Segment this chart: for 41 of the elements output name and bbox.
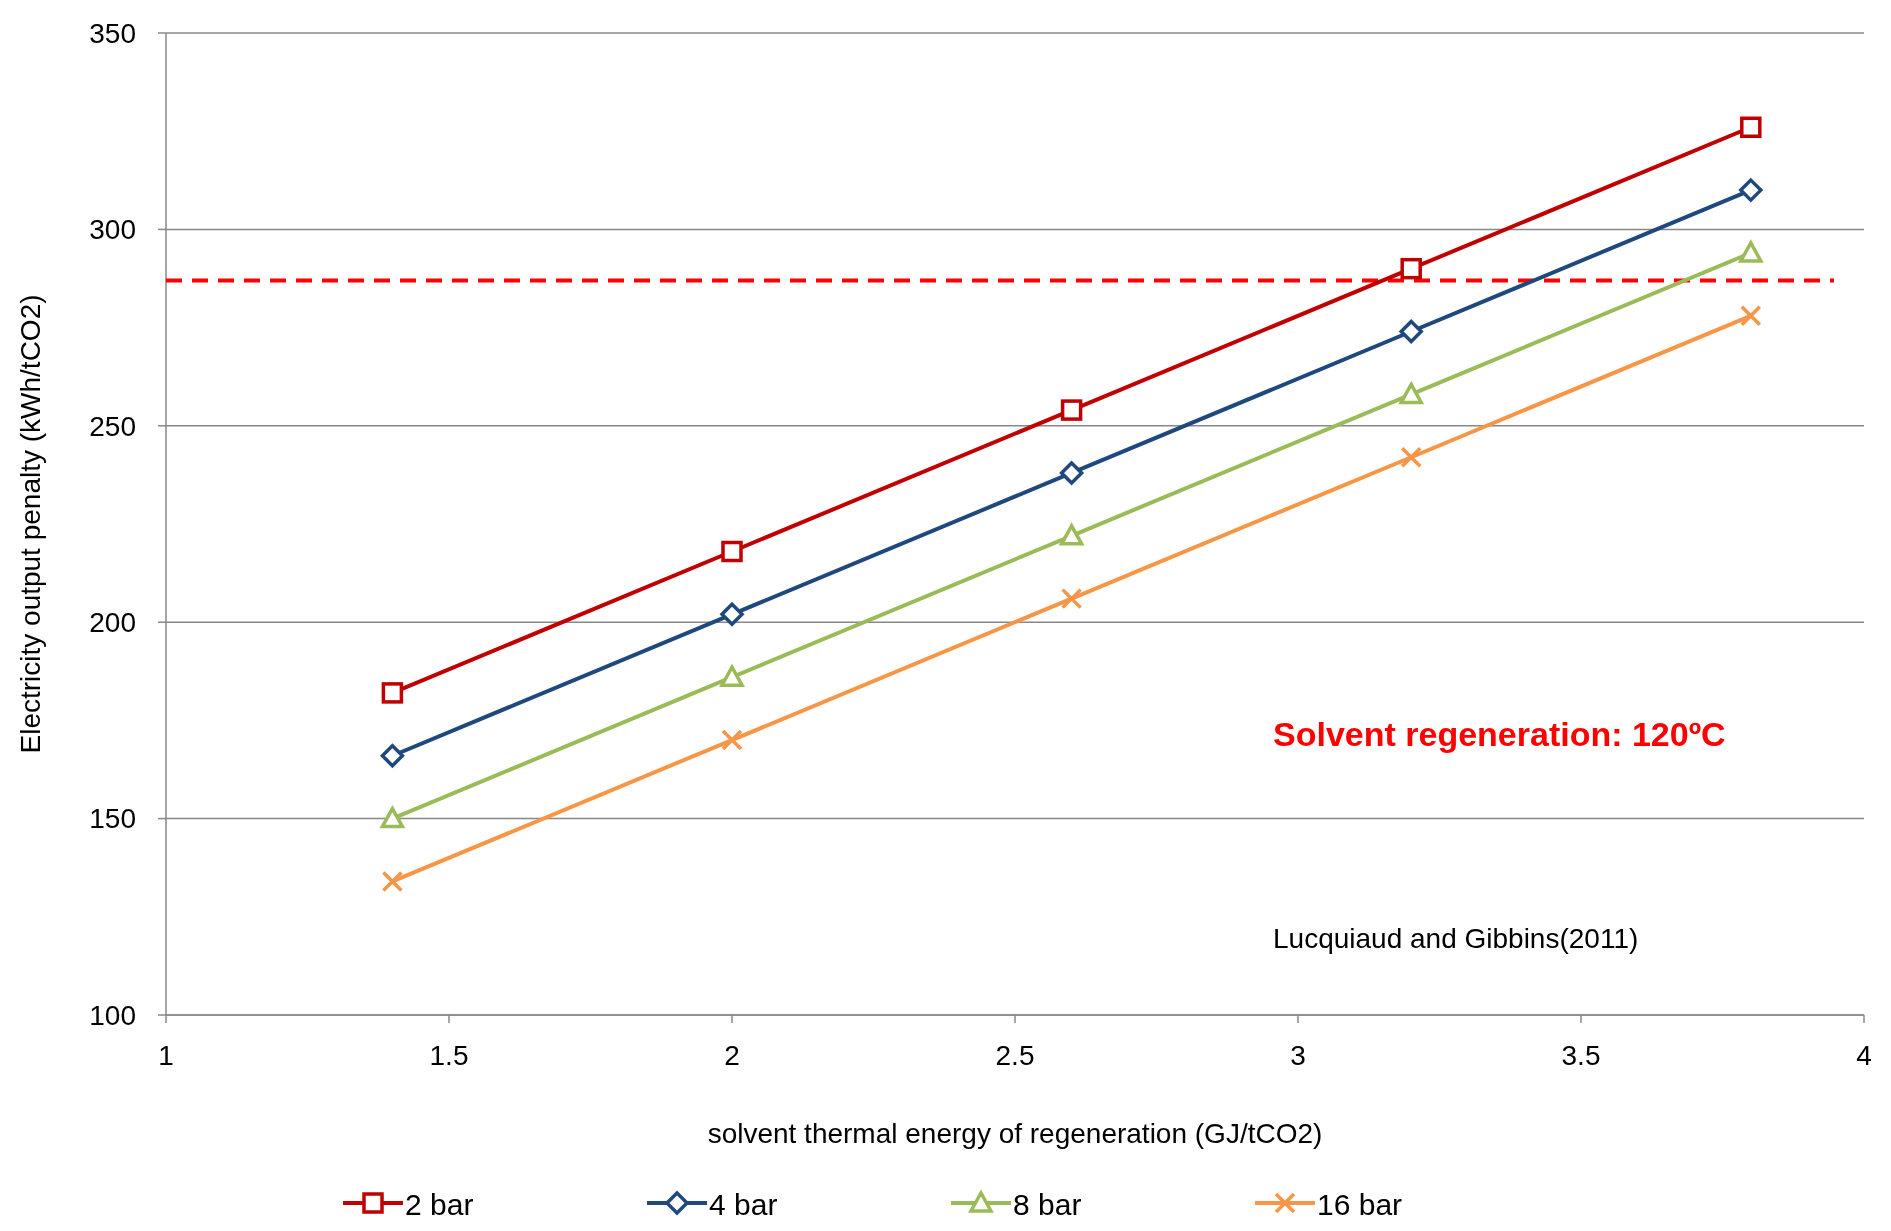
- point: [1060, 399, 1083, 421]
- y-tick-label: 300: [89, 214, 136, 246]
- y-tick-label: 200: [89, 607, 136, 638]
- x-tick-label: 3.5: [1561, 1040, 1601, 1071]
- point: [1740, 305, 1762, 327]
- x-tick-label: 1: [158, 1040, 174, 1071]
- point: [1059, 524, 1084, 546]
- point: [720, 665, 744, 687]
- annotation: Lucquiaud and Gibbins(2011): [1273, 923, 1639, 954]
- legend-label: 8 bar: [1013, 1188, 1082, 1221]
- x-tick-label: 1.5: [429, 1040, 469, 1071]
- x-tick-label: 2: [724, 1040, 740, 1071]
- legend-label: 4 bar: [709, 1188, 778, 1221]
- legend-label: 16 bar: [1317, 1188, 1403, 1221]
- x-tick-label: 2.5: [995, 1040, 1035, 1071]
- x-tick-label: 4: [1856, 1040, 1872, 1071]
- x-axis-title: solvent thermal energy of regeneration (GJ/tCO2): [707, 1118, 1323, 1149]
- point: [1739, 241, 1763, 263]
- point: [1060, 587, 1083, 610]
- y-axis-title: Electricity output penalty (kWh/tCO2): [15, 294, 46, 754]
- point: [1399, 319, 1423, 344]
- point: [380, 744, 405, 768]
- point: [721, 729, 743, 751]
- point: [721, 540, 743, 563]
- point: [380, 806, 405, 829]
- point: [381, 870, 404, 893]
- y-tick-label: 150: [89, 803, 136, 835]
- annotation: Solvent regeneration: 120ºC: [1273, 715, 1726, 753]
- y-tick-label: 350: [89, 17, 136, 49]
- y-tick-label: 250: [89, 410, 136, 442]
- point: [381, 682, 404, 704]
- point: [1740, 116, 1762, 139]
- point: [1400, 446, 1422, 468]
- point: [1059, 461, 1084, 485]
- point: [1399, 382, 1423, 405]
- legend-label: 2 bar: [405, 1188, 474, 1221]
- y-tick-label: 100: [89, 999, 136, 1031]
- point: [720, 602, 744, 627]
- point: [1400, 257, 1422, 280]
- x-tick-label: 3: [1290, 1040, 1306, 1071]
- point: [1739, 178, 1763, 202]
